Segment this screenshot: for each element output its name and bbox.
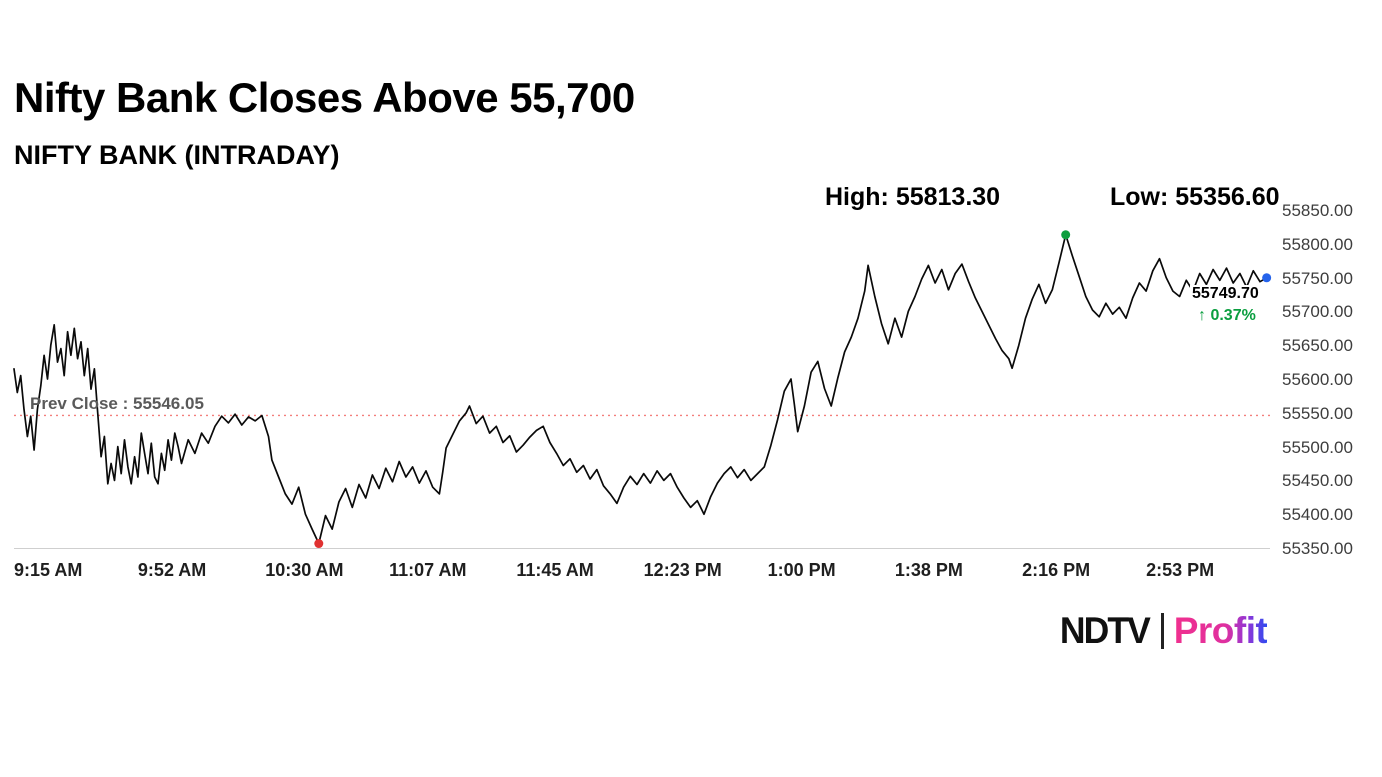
y-axis-tick-label: 55750.00 (1282, 268, 1353, 288)
x-axis-tick-label: 1:38 PM (894, 560, 963, 580)
y-axis-tick-label: 55650.00 (1282, 336, 1353, 356)
low-marker-dot (314, 539, 324, 549)
price-chart (13, 210, 1272, 549)
y-axis-tick-label: 55350.00 (1282, 539, 1353, 558)
x-axis-tick-label: 1:00 PM (767, 560, 836, 580)
y-axis-tick-label: 55850.00 (1282, 201, 1353, 220)
last-price-dot (1262, 273, 1272, 283)
x-axis-tick-label: 12:23 PM (643, 560, 722, 580)
x-axis-tick-label: 2:16 PM (1022, 560, 1091, 580)
chart-subtitle: NIFTY BANK (INTRADAY) (14, 140, 340, 170)
y-axis-tick-label: 55600.00 (1282, 370, 1353, 389)
last-change-label: ↑ 0.37% (1198, 306, 1256, 324)
page-title: Nifty Bank Closes Above 55,700 (14, 74, 635, 121)
y-axis-tick-label: 55500.00 (1282, 437, 1353, 457)
low-value-label: Low: 55356.60 (1110, 183, 1280, 211)
x-axis-tick-label: 10:30 AM (265, 560, 344, 580)
y-axis-tick-label: 55550.00 (1282, 403, 1353, 423)
x-axis-tick-label: 9:15 AM (14, 560, 83, 580)
ndtv-profit-logo: NDTV Profit (1058, 610, 1268, 652)
x-axis-tick-label: 9:52 AM (137, 560, 207, 580)
x-axis-tick-label: 11:07 AM (389, 560, 467, 580)
y-axis-tick-label: 55400.00 (1282, 505, 1353, 525)
x-axis-tick-label: 2:53 PM (1146, 560, 1215, 580)
ndtv-logo-text: NDTV (1059, 610, 1151, 651)
high-marker-dot (1061, 230, 1071, 240)
y-axis-tick-label: 55450.00 (1282, 471, 1353, 491)
last-price-label: 55749.70 (1190, 284, 1261, 303)
y-axis-tick-label: 55800.00 (1282, 234, 1353, 254)
high-value-label: High: 55813.30 (825, 183, 1001, 211)
logo-divider (1160, 613, 1164, 649)
y-axis-tick-label: 55700.00 (1282, 302, 1353, 322)
profit-logo-text: Profit (1173, 610, 1268, 651)
prev-close-label: Prev Close : 55546.05 (30, 394, 204, 414)
x-axis-tick-label: 11:45 AM (516, 560, 594, 580)
price-line (13, 233, 1268, 545)
